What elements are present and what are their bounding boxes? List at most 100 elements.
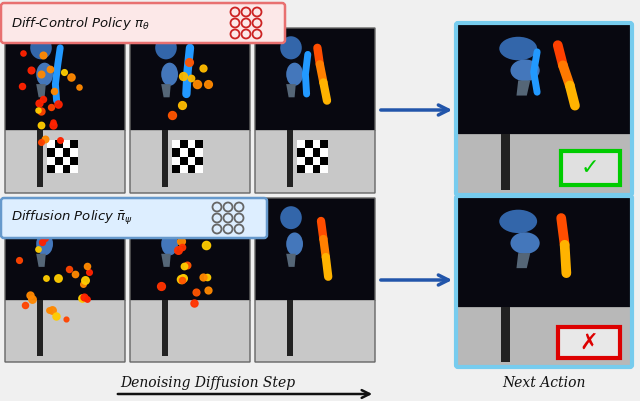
- Point: [167, 112, 177, 118]
- Point: [177, 101, 187, 108]
- Point: [179, 274, 189, 281]
- Bar: [63, 148, 70, 157]
- Point: [179, 263, 189, 269]
- Point: [19, 50, 29, 56]
- Point: [84, 269, 95, 275]
- Point: [70, 271, 80, 277]
- Ellipse shape: [499, 210, 537, 233]
- Point: [45, 66, 55, 72]
- Bar: [195, 140, 204, 148]
- Bar: [172, 165, 180, 173]
- Point: [176, 275, 186, 282]
- Bar: [188, 148, 195, 157]
- Bar: [458, 134, 630, 193]
- Bar: [130, 198, 250, 300]
- Bar: [180, 165, 188, 173]
- Bar: [180, 157, 188, 165]
- Point: [55, 137, 65, 143]
- Bar: [37, 130, 44, 187]
- Bar: [312, 157, 321, 165]
- Bar: [195, 157, 204, 165]
- Bar: [305, 157, 312, 165]
- Bar: [312, 148, 321, 157]
- Point: [48, 122, 58, 128]
- Point: [83, 262, 93, 269]
- Bar: [255, 130, 375, 193]
- Bar: [305, 148, 312, 157]
- Bar: [321, 148, 328, 157]
- Polygon shape: [286, 254, 296, 267]
- Bar: [305, 165, 312, 173]
- Point: [36, 71, 47, 77]
- Bar: [501, 134, 509, 190]
- Point: [156, 282, 166, 289]
- Bar: [297, 165, 305, 173]
- Point: [14, 256, 24, 263]
- Point: [33, 99, 44, 106]
- Bar: [70, 148, 78, 157]
- Bar: [180, 148, 188, 157]
- Ellipse shape: [161, 63, 178, 86]
- Point: [48, 119, 58, 125]
- Ellipse shape: [499, 37, 537, 60]
- Bar: [501, 306, 509, 362]
- Point: [37, 51, 47, 58]
- Point: [203, 286, 213, 293]
- Bar: [55, 165, 63, 173]
- Bar: [70, 157, 78, 165]
- Bar: [188, 165, 195, 173]
- Point: [53, 275, 63, 281]
- Point: [198, 273, 208, 280]
- Ellipse shape: [30, 206, 52, 229]
- Polygon shape: [286, 84, 296, 97]
- Bar: [55, 140, 63, 148]
- Bar: [63, 165, 70, 173]
- Text: Denoising Diffusion Step: Denoising Diffusion Step: [120, 376, 295, 390]
- Point: [26, 296, 36, 303]
- Bar: [47, 148, 55, 157]
- Bar: [47, 165, 55, 173]
- Bar: [458, 25, 630, 134]
- Bar: [297, 148, 305, 157]
- Bar: [180, 140, 188, 148]
- Point: [17, 83, 27, 89]
- Point: [201, 242, 211, 248]
- Bar: [172, 140, 180, 148]
- Point: [189, 300, 199, 306]
- Point: [74, 84, 84, 90]
- Bar: [130, 300, 250, 362]
- Text: Diffusion Policy $\bar{\pi}_{\psi}$: Diffusion Policy $\bar{\pi}_{\psi}$: [11, 209, 133, 227]
- Point: [203, 81, 213, 87]
- Bar: [458, 306, 630, 365]
- Bar: [195, 148, 204, 157]
- Bar: [70, 140, 78, 148]
- Point: [178, 73, 188, 79]
- Point: [44, 307, 54, 313]
- Bar: [5, 28, 125, 130]
- Ellipse shape: [280, 36, 302, 59]
- Polygon shape: [516, 253, 530, 268]
- Point: [60, 316, 70, 322]
- Point: [0, 229, 10, 235]
- Bar: [163, 130, 168, 187]
- Bar: [321, 157, 328, 165]
- Point: [192, 81, 202, 88]
- Point: [184, 59, 194, 65]
- Bar: [55, 148, 63, 157]
- Point: [53, 101, 63, 107]
- Point: [191, 289, 201, 296]
- Point: [78, 281, 88, 287]
- FancyBboxPatch shape: [1, 198, 267, 238]
- Point: [79, 294, 89, 300]
- Point: [49, 88, 60, 94]
- Point: [47, 307, 58, 313]
- Ellipse shape: [161, 233, 178, 255]
- Point: [198, 65, 208, 71]
- Ellipse shape: [286, 233, 303, 255]
- Bar: [188, 140, 195, 148]
- Point: [61, 216, 72, 223]
- Ellipse shape: [30, 36, 52, 59]
- Point: [46, 103, 56, 110]
- Point: [33, 107, 43, 113]
- Polygon shape: [36, 254, 46, 267]
